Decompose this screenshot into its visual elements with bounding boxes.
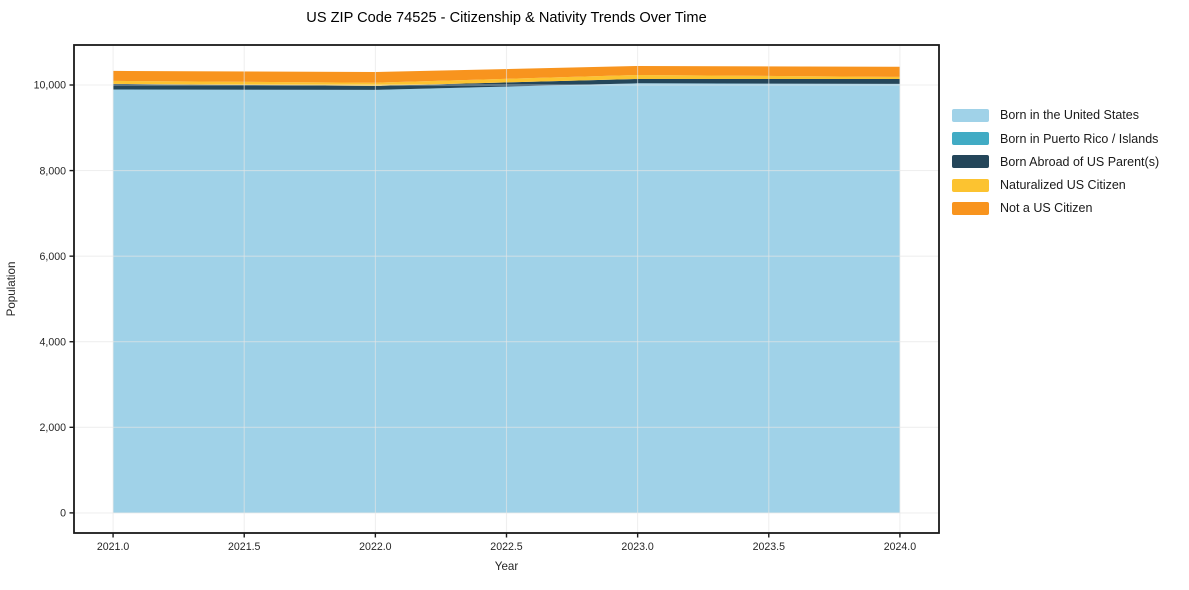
y-tick-label: 6,000: [39, 251, 66, 263]
x-tick-label: 2022.0: [359, 541, 392, 553]
legend-swatch-icon: [952, 132, 989, 146]
legend-swatch-icon: [952, 109, 989, 123]
legend-label: Born Abroad of US Parent(s): [1000, 154, 1160, 169]
legend-item: Not a US Citizen: [952, 197, 1159, 220]
legend-item: Born Abroad of US Parent(s): [952, 150, 1159, 173]
chart-title: US ZIP Code 74525 - Citizenship & Nativi…: [306, 10, 706, 26]
y-axis-label: Population: [5, 262, 18, 317]
legend-label: Born in Puerto Rico / Islands: [1000, 131, 1159, 146]
legend-swatch-icon: [952, 201, 989, 215]
legend-item: Born in Puerto Rico / Islands: [952, 127, 1159, 150]
x-tick-label: 2023.5: [753, 541, 786, 553]
legend-item: Naturalized US Citizen: [952, 174, 1159, 197]
legend-swatch-icon: [952, 178, 989, 192]
x-tick-label: 2024.0: [884, 541, 917, 553]
x-axis-label: Year: [495, 560, 519, 573]
legend: Born in the United States Born in Puerto …: [952, 104, 1159, 220]
x-tick-label: 2023.0: [621, 541, 654, 553]
legend-label: Naturalized US Citizen: [1000, 177, 1126, 192]
legend-label: Not a US Citizen: [1000, 201, 1093, 216]
legend-label: Born in the United States: [1000, 108, 1139, 123]
y-tick-label: 0: [60, 508, 66, 520]
y-tick-label: 2,000: [39, 422, 66, 434]
y-tick-label: 8,000: [39, 165, 66, 177]
y-tick-label: 10,000: [34, 80, 67, 92]
legend-swatch-icon: [952, 155, 989, 169]
y-tick-label: 4,000: [39, 336, 66, 348]
x-tick-label: 2021.5: [228, 541, 261, 553]
x-tick-label: 2022.5: [490, 541, 523, 553]
legend-item: Born in the United States: [952, 104, 1159, 127]
x-tick-label: 2021.0: [97, 541, 130, 553]
